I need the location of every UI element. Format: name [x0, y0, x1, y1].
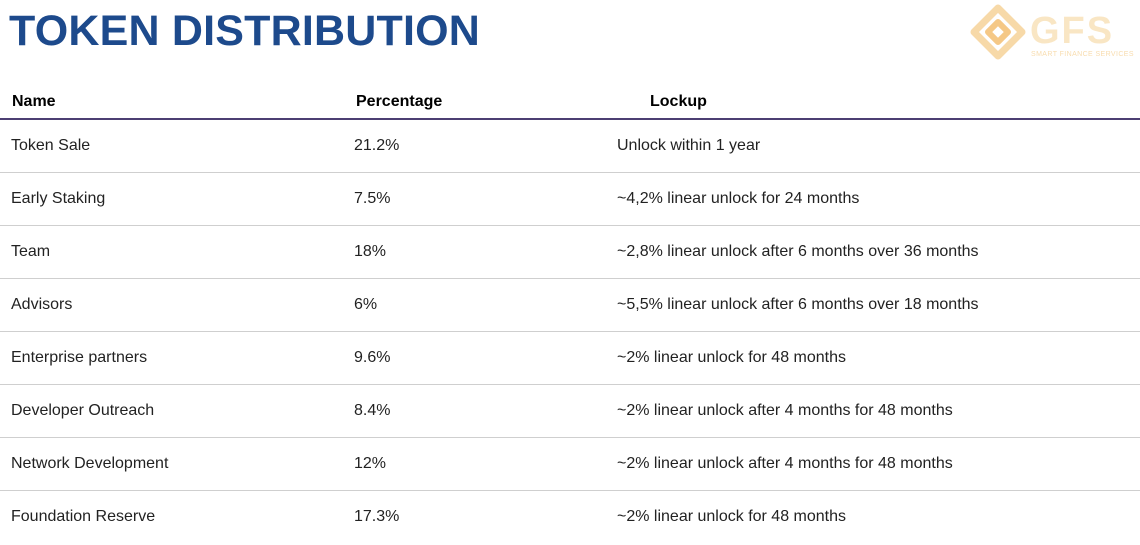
row-lockup: ~4,2% linear unlock for 24 months — [617, 190, 860, 207]
row-lockup: ~2% linear unlock for 48 months — [617, 508, 847, 525]
row-name: Token Sale — [11, 137, 91, 154]
table-row: Team 18% ~2,8% linear unlock after 6 mon… — [0, 226, 1140, 279]
row-percentage: 18% — [354, 243, 387, 260]
row-percentage: 8.4% — [354, 402, 391, 419]
row-name: Network Development — [11, 455, 169, 472]
row-lockup: ~5,5% linear unlock after 6 months over … — [617, 296, 979, 313]
row-percentage: 7.5% — [354, 190, 391, 207]
row-name: Developer Outreach — [11, 402, 155, 419]
table-row: Enterprise partners 9.6% ~2% linear unlo… — [0, 332, 1140, 385]
table-row: Developer Outreach 8.4% ~2% linear unloc… — [0, 385, 1140, 438]
table-row: Foundation Reserve 17.3% ~2% linear unlo… — [0, 491, 1140, 543]
row-percentage: 6% — [354, 296, 378, 313]
row-name: Team — [11, 243, 51, 260]
header-name: Name — [12, 93, 56, 110]
row-name: Early Staking — [11, 190, 106, 207]
page-title: TOKEN DISTRIBUTION — [9, 7, 481, 55]
gfs-logo: GFS SMART FINANCE SERVICES — [968, 2, 1138, 66]
token-distribution-table: Name Percentage Lockup Token Sale 21.2% … — [0, 84, 1140, 543]
logo-tagline: SMART FINANCE SERVICES — [1031, 51, 1134, 58]
row-percentage: 9.6% — [354, 349, 391, 366]
header-percentage: Percentage — [356, 93, 443, 110]
table-row: Early Staking 7.5% ~4,2% linear unlock f… — [0, 173, 1140, 226]
row-percentage: 21.2% — [354, 137, 400, 154]
logo-wordmark: GFS — [1030, 10, 1115, 52]
table-row: Token Sale 21.2% Unlock within 1 year — [0, 120, 1140, 173]
row-lockup: ~2% linear unlock after 4 months for 48 … — [617, 402, 953, 419]
row-name: Enterprise partners — [11, 349, 148, 366]
table-row: Advisors 6% ~5,5% linear unlock after 6 … — [0, 279, 1140, 332]
row-lockup: ~2% linear unlock for 48 months — [617, 349, 847, 366]
row-lockup: Unlock within 1 year — [617, 137, 761, 154]
row-name: Foundation Reserve — [11, 508, 156, 525]
row-lockup: ~2% linear unlock after 4 months for 48 … — [617, 455, 953, 472]
table-row: Network Development 12% ~2% linear unloc… — [0, 438, 1140, 491]
table-header: Name Percentage Lockup — [0, 84, 1140, 120]
gfs-logo-icon — [970, 4, 1026, 60]
row-lockup: ~2,8% linear unlock after 6 months over … — [617, 243, 979, 260]
row-percentage: 17.3% — [354, 508, 400, 525]
row-percentage: 12% — [354, 455, 387, 472]
header-lockup: Lockup — [650, 93, 707, 110]
row-name: Advisors — [11, 296, 73, 313]
